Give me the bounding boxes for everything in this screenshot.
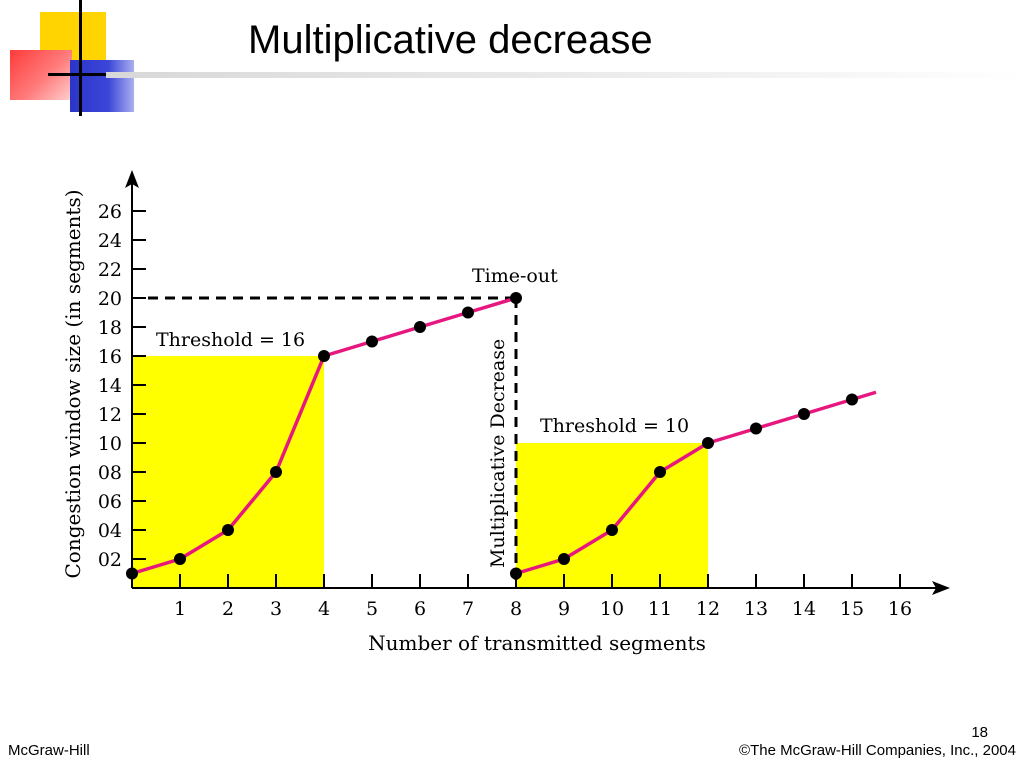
y-tick-label: 20 [98, 288, 122, 310]
x-tick-label: 15 [840, 598, 864, 620]
threshold-label-2: Threshold = 10 [540, 415, 689, 437]
y-tick-label: 04 [98, 520, 122, 542]
y-tick-label: 08 [98, 462, 122, 484]
y-tick-label: 10 [98, 433, 122, 455]
y-tick-label: 02 [98, 549, 122, 571]
data-point [366, 335, 378, 348]
x-tick-label: 10 [600, 598, 624, 620]
data-point [558, 553, 570, 565]
y-tick-label: 22 [98, 259, 122, 281]
data-point [270, 466, 282, 478]
data-point [462, 306, 474, 319]
y-tick-label: 16 [98, 346, 122, 368]
threshold-label-1: Threshold = 16 [156, 329, 305, 351]
x-tick-label: 2 [222, 598, 234, 620]
x-tick-label: 9 [558, 598, 570, 620]
x-tick-label: 8 [510, 598, 522, 620]
x-tick-label: 16 [888, 598, 912, 620]
x-axis-title: Number of transmitted segments [368, 631, 706, 655]
x-tick-label: 6 [414, 598, 426, 620]
y-tick-label: 06 [98, 491, 122, 513]
y-tick-label: 26 [98, 201, 122, 223]
data-point [654, 466, 666, 478]
x-tick-label: 14 [792, 598, 816, 620]
x-tick-label: 3 [270, 598, 282, 620]
data-point [126, 567, 138, 580]
data-point [702, 437, 714, 449]
data-point [750, 422, 762, 435]
x-tick-label: 13 [744, 598, 768, 620]
y-tick-label: 12 [98, 404, 122, 426]
y-axis-title: Congestion window size (in segments) [61, 189, 85, 578]
logo-vertical-line [79, 0, 82, 116]
data-point [510, 567, 522, 580]
data-point [318, 350, 330, 362]
footer-copyright: ©The McGraw-Hill Companies, Inc., 2004 [739, 742, 1016, 759]
data-point [798, 408, 810, 420]
data-point [222, 524, 234, 536]
x-tick-label: 4 [318, 598, 330, 620]
y-tick-label: 14 [98, 375, 122, 397]
page-number: 18 [971, 724, 988, 741]
data-point [846, 393, 858, 406]
x-tick-label: 12 [696, 598, 720, 620]
logo-horizontal-line [48, 73, 140, 76]
threshold-region-1 [132, 356, 324, 588]
x-tick-label: 7 [462, 598, 474, 620]
x-tick-label: 1 [174, 598, 186, 620]
y-tick-label: 24 [98, 230, 122, 252]
slide-title: Multiplicative decrease [248, 18, 653, 62]
footer-publisher: McGraw-Hill [8, 742, 90, 759]
title-underline [106, 72, 1024, 78]
x-axis-arrow [932, 581, 950, 595]
x-tick-label: 5 [366, 598, 378, 620]
timeout-label: Time-out [472, 265, 558, 287]
data-point [174, 553, 186, 565]
multiplicative-decrease-label: Multiplicative Decrease [487, 339, 509, 568]
y-axis-arrow [125, 170, 139, 188]
x-tick-label: 11 [648, 598, 672, 620]
data-point [606, 524, 618, 536]
y-tick-label: 18 [98, 317, 122, 339]
data-point [414, 321, 426, 333]
data-point [510, 292, 522, 304]
